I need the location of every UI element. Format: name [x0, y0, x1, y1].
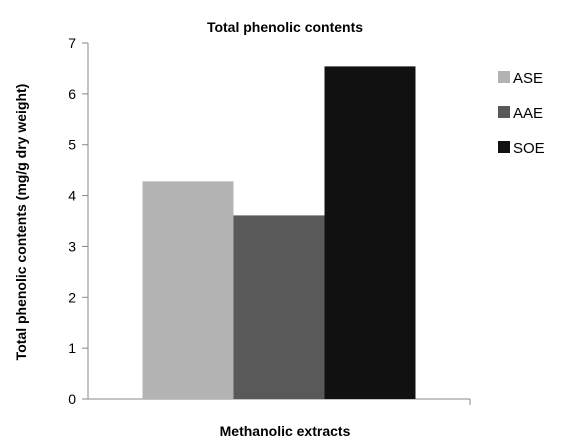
chart-title: Total phenolic contents: [207, 19, 363, 35]
y-tick-label: 1: [68, 340, 76, 356]
legend-swatch-aae: [498, 106, 510, 118]
bar-soe: [324, 66, 416, 399]
bars: [142, 66, 416, 399]
y-tick-label: 2: [68, 289, 76, 305]
y-tick-label: 4: [68, 188, 76, 204]
legend-swatch-soe: [498, 141, 510, 153]
y-tick-label: 6: [68, 86, 76, 102]
y-ticks: 0 1 2 3 4 5 6 7: [68, 35, 88, 407]
legend: ASE AAE SOE: [498, 70, 545, 157]
bar-aae: [233, 215, 325, 399]
bar-ase: [142, 181, 234, 399]
y-tick-label: 5: [68, 137, 76, 153]
legend-label-ase: ASE: [513, 70, 543, 87]
legend-label-soe: SOE: [513, 140, 545, 157]
x-axis-label: Methanolic extracts: [220, 423, 351, 439]
legend-label-aae: AAE: [513, 105, 543, 122]
y-tick-label: 0: [68, 391, 76, 407]
y-tick-label: 3: [68, 238, 76, 254]
y-axis-label: Total phenolic contents (mg/g dry weight…: [13, 84, 29, 361]
legend-swatch-ase: [498, 71, 510, 83]
y-tick-label: 7: [68, 35, 76, 51]
